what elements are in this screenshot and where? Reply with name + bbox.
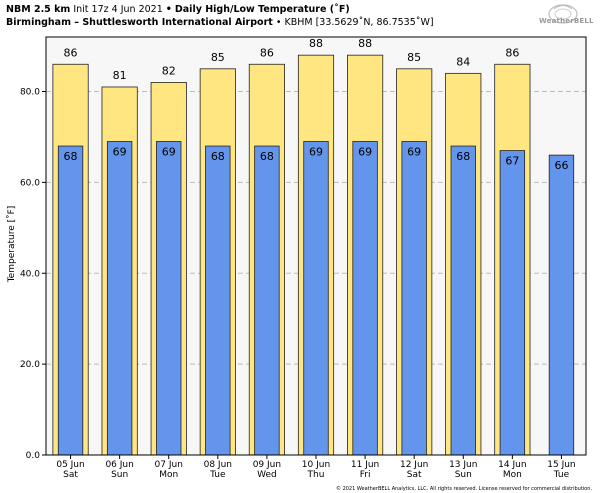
high-temp-label: 88 xyxy=(309,37,323,50)
x-tick-date: 12 Jun xyxy=(400,460,428,470)
low-temp-label: 69 xyxy=(358,146,372,159)
y-tick-label: 40.0 xyxy=(20,269,40,279)
x-tick-weekday: Sat xyxy=(407,470,422,480)
low-temp-label: 69 xyxy=(407,146,421,159)
x-tick-weekday: Tue xyxy=(553,470,570,480)
logo-text: WeatherBELL xyxy=(539,17,594,25)
x-tick-date: 10 Jun xyxy=(302,460,330,470)
x-tick-weekday: Sun xyxy=(455,470,472,480)
high-temp-label: 86 xyxy=(505,46,519,59)
low-temp-bar xyxy=(548,154,575,456)
high-temp-label: 85 xyxy=(211,51,225,64)
low-temp-bar xyxy=(401,141,427,456)
separator: • xyxy=(275,17,282,28)
low-temp-bar xyxy=(156,141,182,456)
low-temp-label: 67 xyxy=(505,155,519,168)
low-temp-label: 68 xyxy=(456,150,470,163)
low-temp-bar xyxy=(352,141,378,456)
x-tick-date: 08 Jun xyxy=(204,460,232,470)
high-temp-label: 88 xyxy=(358,37,372,50)
x-tick-weekday: Mon xyxy=(159,470,178,480)
low-temp-label: 69 xyxy=(162,146,176,159)
low-temp-label: 68 xyxy=(260,150,274,163)
init-time: Init 17z 4 Jun 2021 xyxy=(73,4,163,15)
high-temp-label: 82 xyxy=(162,64,176,77)
header-line-1: NBM 2.5 km Init 17z 4 Jun 2021 • Daily H… xyxy=(6,3,434,16)
low-temp-label: 69 xyxy=(309,146,323,159)
y-tick-label: 0.0 xyxy=(26,451,41,461)
high-temp-label: 86 xyxy=(260,46,274,59)
x-tick-date: 07 Jun xyxy=(155,460,183,470)
copyright-text: © 2021 WeatherBELL Analytics, LLC. All r… xyxy=(335,486,592,492)
chart-title: Daily High/Low Temperature (˚F) xyxy=(174,4,350,15)
high-temp-label: 84 xyxy=(456,55,470,68)
high-temp-label: 86 xyxy=(64,46,78,59)
station-name: Birmingham – Shuttlesworth International… xyxy=(6,17,273,28)
x-tick-weekday: Sun xyxy=(111,470,128,480)
separator: • xyxy=(165,4,172,15)
station-code: KBHM [33.5629˚N, 86.7535˚W] xyxy=(284,17,434,28)
x-tick-weekday: Fri xyxy=(360,470,371,480)
low-temp-label: 68 xyxy=(211,150,225,163)
x-tick-date: 09 Jun xyxy=(253,460,281,470)
low-temp-bar xyxy=(303,141,329,456)
x-tick-date: 14 Jun xyxy=(498,460,526,470)
model-name: NBM 2.5 km xyxy=(6,4,71,15)
high-temp-label: 81 xyxy=(113,69,127,82)
low-temp-label: 68 xyxy=(64,150,78,163)
y-tick-label: 60.0 xyxy=(20,178,40,188)
low-temp-bar xyxy=(450,145,476,456)
x-tick-date: 06 Jun xyxy=(105,460,133,470)
header-line-2: Birmingham – Shuttlesworth International… xyxy=(6,16,434,29)
plot-frame xyxy=(45,36,587,456)
x-tick-weekday: Mon xyxy=(503,470,522,480)
x-tick-date: 05 Jun xyxy=(56,460,84,470)
y-tick-label: 20.0 xyxy=(20,360,40,370)
x-tick-weekday: Tue xyxy=(209,470,226,480)
x-tick-date: 15 Jun xyxy=(547,460,575,470)
x-tick-date: 13 Jun xyxy=(449,460,477,470)
low-temp-bar xyxy=(205,145,231,456)
low-temp-bar xyxy=(254,145,280,456)
low-temp-bar xyxy=(106,141,133,456)
low-temp-bar xyxy=(57,145,84,456)
low-temp-label: 66 xyxy=(554,159,568,172)
y-tick-label: 80.0 xyxy=(20,88,40,98)
low-temp-bar xyxy=(499,150,526,456)
x-tick-date: 11 Jun xyxy=(351,460,379,470)
low-temp-label: 69 xyxy=(113,146,127,159)
high-temp-label: 85 xyxy=(407,51,421,64)
x-tick-weekday: Sat xyxy=(63,470,78,480)
x-tick-weekday: Thu xyxy=(307,470,325,480)
weatherbell-logo-icon xyxy=(548,4,578,24)
x-tick-weekday: Wed xyxy=(257,470,277,480)
chart-header: NBM 2.5 km Init 17z 4 Jun 2021 • Daily H… xyxy=(6,3,434,29)
y-axis-label: Temperature [˚F] xyxy=(6,206,17,284)
